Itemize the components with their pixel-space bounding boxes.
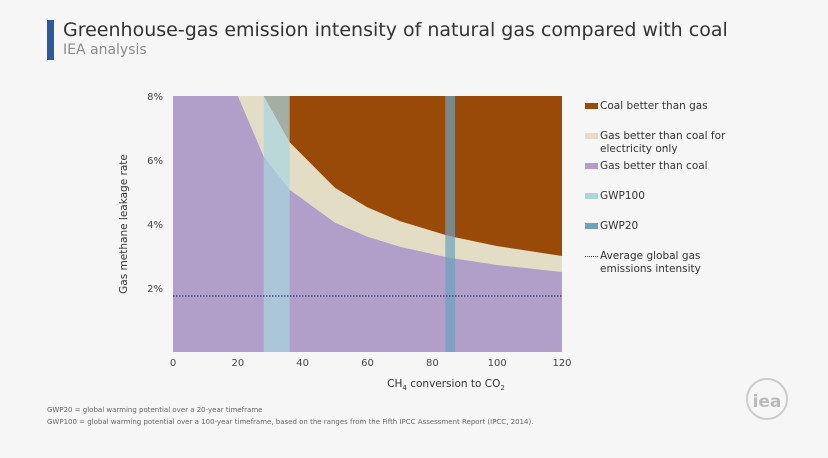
x-tick-label: 100 (488, 358, 507, 369)
legend-swatch (585, 163, 598, 169)
legend-label: Coal better than gas (600, 100, 708, 112)
legend-item: GWP100 (585, 190, 750, 203)
legend-swatch (585, 103, 598, 109)
band-gwp20 (445, 96, 456, 352)
x-tick-label: 60 (361, 358, 374, 369)
y-tick-label: 6% (147, 156, 163, 167)
y-tick-label: 8% (147, 92, 163, 103)
legend-swatch (585, 133, 598, 139)
x-tick-label: 0 (170, 358, 176, 369)
legend-item: Gas better than coal (585, 160, 750, 173)
area-coal-better-than-gas (263, 96, 562, 256)
legend-item: Gas better than coal for electricity onl… (585, 130, 750, 156)
legend-label: GWP100 (600, 190, 645, 202)
footnote-gwp100: GWP100 = global warming potential over a… (47, 418, 534, 426)
x-label-sub: 4 (402, 384, 407, 392)
legend-label: Gas better than coal (600, 160, 708, 172)
x-label-part: conversion to CO (407, 378, 500, 390)
y-axis-label: Gas methane leakage rate (118, 154, 130, 294)
chart-subtitle: IEA analysis (63, 42, 147, 58)
legend-swatch (585, 256, 598, 257)
y-tick-label: 2% (147, 284, 163, 295)
legend-item: GWP20 (585, 220, 750, 233)
x-tick-label: 80 (426, 358, 439, 369)
legend-label: Average global gas emissions intensity (600, 250, 701, 275)
legend-item: Coal better than gas (585, 100, 750, 113)
x-tick-label: 120 (552, 358, 571, 369)
x-tick-label: 20 (231, 358, 244, 369)
x-label-part: CH (387, 378, 402, 390)
y-tick-label: 4% (147, 220, 163, 231)
footnote-gwp20: GWP20 = global warming potential over a … (47, 406, 263, 414)
x-label-sub: 2 (500, 384, 504, 392)
title-accent-bar (47, 20, 54, 60)
chart-title: Greenhouse-gas emission intensity of nat… (63, 19, 728, 41)
iea-logo: iea (746, 378, 788, 420)
legend-label: Gas better than coal for electricity onl… (600, 130, 726, 155)
legend-swatch (585, 223, 598, 229)
legend-swatch (585, 193, 598, 199)
legend-label: GWP20 (600, 220, 639, 232)
legend-item: Average global gas emissions intensity (585, 250, 750, 276)
x-axis-label: CH4 conversion to CO2 (387, 378, 505, 392)
x-tick-label: 40 (296, 358, 309, 369)
band-gwp100 (263, 96, 290, 352)
